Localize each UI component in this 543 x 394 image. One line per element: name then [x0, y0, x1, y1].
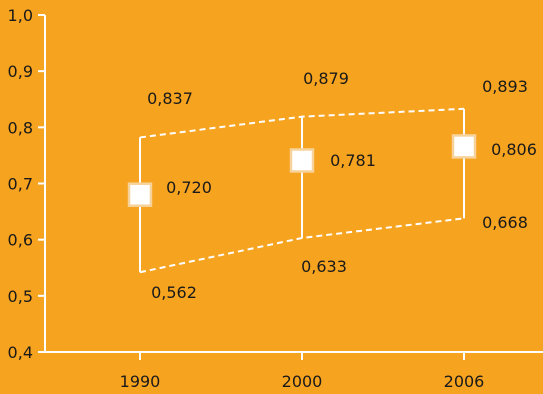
data-point-marker-2000	[289, 148, 315, 173]
point-value-label-2006: 0,806	[491, 140, 537, 159]
y-tick-label: 0,7	[8, 175, 33, 194]
x-tick-label: 2000	[282, 372, 323, 391]
y-tick-label: 0,9	[8, 62, 33, 81]
y-tick-label: 0,8	[8, 118, 33, 137]
point-value-label-2000: 0,781	[330, 151, 376, 170]
upper-value-label-2000: 0,879	[303, 69, 349, 88]
y-tick-label: 0,5	[8, 287, 33, 306]
data-point-marker-2006	[451, 134, 477, 159]
y-axis: 0,4 0,5 0,6 0,7 0,8 0,9 1,0	[8, 6, 46, 362]
lower-value-label-1990: 0,562	[151, 283, 197, 302]
point-value-label-1990: 0,720	[166, 178, 212, 197]
y-tick-label: 0,4	[8, 343, 33, 362]
lower-value-label-2006: 0,668	[482, 213, 528, 232]
x-axis: 1990 2000 2006	[45, 351, 543, 391]
data-point-marker-1990	[127, 182, 153, 207]
x-tick-label: 2006	[444, 372, 485, 391]
upper-value-label-1990: 0,837	[147, 89, 193, 108]
upper-value-label-2006: 0,893	[482, 77, 528, 96]
x-tick-label: 1990	[120, 372, 161, 391]
y-tick-label: 1,0	[8, 6, 33, 25]
data-markers	[127, 134, 477, 207]
y-tick-label: 0,6	[8, 231, 33, 250]
lower-value-label-2000: 0,633	[301, 257, 347, 276]
data-labels: 0,720 0,781 0,806 0,837 0,879 0,893 0,562 0,633…	[147, 69, 537, 302]
